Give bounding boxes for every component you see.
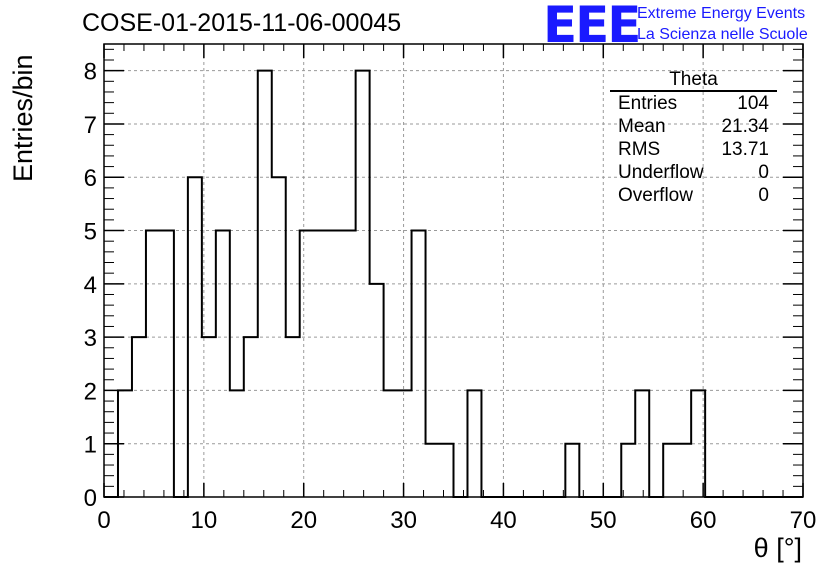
x-tick-label: 30: [390, 507, 417, 534]
x-tick-label: 40: [490, 507, 517, 534]
y-tick-label: 2: [84, 378, 97, 405]
x-tick-label: 60: [690, 507, 717, 534]
logo-caption-line1: Extreme Energy Events: [637, 5, 806, 22]
stats-label: Mean: [618, 116, 666, 137]
x-tick-label: 20: [290, 507, 317, 534]
y-axis-label: Entries/bin: [8, 54, 38, 182]
tick-labels: 0 10 20 30 40 50 60 70 0 1 2 3 4 5 6 7 8: [84, 59, 817, 534]
y-tick-label: 1: [84, 432, 97, 459]
logo-caption-line2: La Scienza nelle Scuole: [637, 26, 808, 43]
stats-label: Overflow: [618, 185, 693, 206]
x-tick-label: 70: [790, 507, 817, 534]
y-tick-label: 0: [84, 485, 97, 512]
stats-row-overflow: Overflow 0: [610, 184, 777, 207]
eee-logo: EEE: [543, 0, 641, 54]
x-tick-label: 10: [191, 507, 218, 534]
y-tick-label: 7: [84, 112, 97, 139]
stats-box: Theta Entries 104 Mean 21.34 RMS 13.71 U…: [610, 70, 777, 207]
stats-row-rms: RMS 13.71: [610, 138, 777, 161]
x-axis-label: θ [°]: [753, 533, 802, 563]
histogram-series: [104, 69, 803, 498]
stats-label: Entries: [618, 93, 678, 114]
chart-title: COSE-01-2015-11-06-00045: [82, 9, 402, 37]
axis-ticks: [103, 44, 804, 498]
y-tick-label: 5: [84, 219, 97, 246]
y-tick-label: 4: [84, 272, 97, 299]
stats-row-underflow: Underflow 0: [610, 161, 777, 184]
y-tick-label: 3: [84, 325, 97, 352]
stats-label: RMS: [618, 139, 661, 160]
stats-value: 104: [737, 93, 769, 114]
stats-title: Theta: [610, 70, 777, 92]
x-tick-label: 50: [590, 507, 617, 534]
stats-value: 13.71: [721, 139, 769, 160]
stats-row-mean: Mean 21.34: [610, 115, 777, 138]
logo-caption: Extreme Energy Events La Scienza nelle S…: [637, 3, 808, 45]
stats-label: Underflow: [618, 162, 704, 183]
stats-value: 0: [758, 162, 769, 183]
y-tick-label: 6: [84, 165, 97, 192]
x-tick-label: 0: [97, 507, 110, 534]
y-tick-label: 8: [84, 59, 97, 86]
stats-value: 0: [758, 185, 769, 206]
stats-value: 21.34: [721, 116, 769, 137]
stats-row-entries: Entries 104: [610, 92, 777, 115]
